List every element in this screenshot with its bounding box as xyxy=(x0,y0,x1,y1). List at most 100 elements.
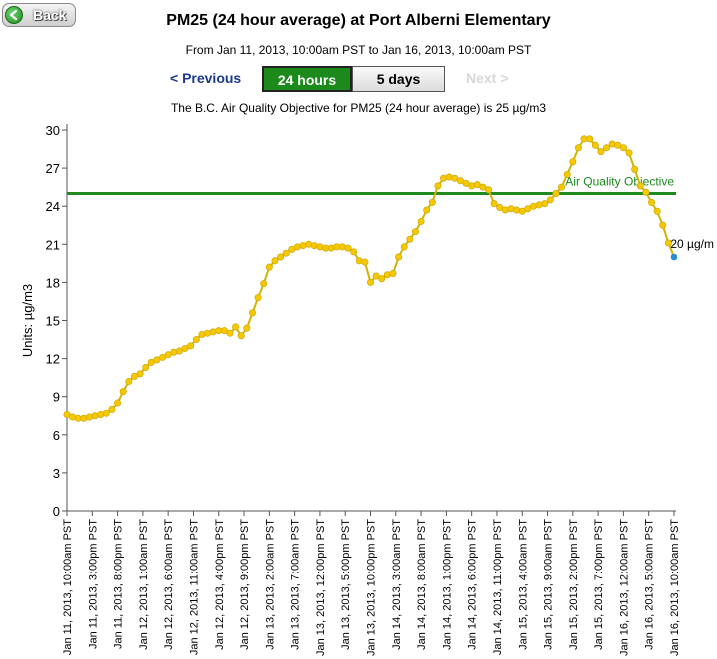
data-point xyxy=(164,351,172,359)
data-point xyxy=(108,405,116,413)
data-point xyxy=(529,202,537,210)
y-tick-label: 21 xyxy=(46,237,60,252)
x-tick-label: Jan 13, 2013, 5:00pm PST xyxy=(340,519,352,650)
data-point xyxy=(490,200,498,208)
y-tick-label: 30 xyxy=(46,123,60,138)
x-tick-label: Jan 14, 2013, 6:00pm PST xyxy=(467,519,479,650)
data-point xyxy=(574,144,582,152)
data-point xyxy=(97,410,105,418)
x-tick-label: Jan 14, 2013, 1:00pm PST xyxy=(441,519,453,650)
data-point xyxy=(468,182,476,190)
data-point xyxy=(85,413,93,421)
back-button[interactable]: Back xyxy=(2,3,76,27)
data-point xyxy=(220,327,228,335)
data-point xyxy=(659,221,667,229)
data-point xyxy=(114,399,122,407)
data-point xyxy=(428,198,436,206)
data-point xyxy=(535,201,543,209)
x-tick-label: Jan 12, 2013, 9:00pm PST xyxy=(239,519,251,650)
data-point xyxy=(496,203,504,211)
data-point xyxy=(648,198,656,206)
data-point xyxy=(395,253,403,261)
data-point xyxy=(260,280,268,288)
data-point xyxy=(192,336,200,344)
data-point xyxy=(563,170,571,178)
date-range: From Jan 11, 2013, 10:00am PST to Jan 16… xyxy=(185,43,532,57)
tab-24-hours[interactable]: 24 hours xyxy=(262,66,352,92)
x-tick-label: Jan 12, 2013, 1:00am PST xyxy=(138,519,150,650)
x-tick-label: Jan 13, 2013, 7:00am PST xyxy=(290,519,302,650)
x-tick-label: Jan 14, 2013, 11:00pm PST xyxy=(492,519,504,655)
last-data-point xyxy=(670,253,678,261)
data-point xyxy=(501,206,509,214)
x-tick-label: Jan 12, 2013, 11:00am PST xyxy=(188,519,200,655)
data-point xyxy=(445,173,453,181)
x-tick-label: Jan 13, 2013, 2:00am PST xyxy=(264,519,276,650)
data-point xyxy=(406,235,414,243)
y-tick-label: 24 xyxy=(46,199,60,214)
data-point xyxy=(299,242,307,250)
data-point xyxy=(136,370,144,378)
objective-label: Air Quality Objective xyxy=(565,175,674,189)
data-point xyxy=(569,158,577,166)
y-tick-label: 12 xyxy=(46,352,60,367)
data-point xyxy=(226,329,234,337)
data-point xyxy=(187,342,195,350)
x-tick-label: Jan 14, 2013, 8:00am PST xyxy=(416,519,428,650)
data-point xyxy=(518,207,526,215)
x-tick-label: Jan 11, 2013, 10:00am PST xyxy=(62,519,74,655)
data-point xyxy=(130,372,138,380)
objective-note: The B.C. Air Quality Objective for PM25 … xyxy=(170,101,547,115)
data-point xyxy=(642,188,650,196)
data-point xyxy=(597,148,605,156)
data-point xyxy=(310,242,318,250)
data-point xyxy=(355,257,363,265)
data-point xyxy=(434,182,442,190)
data-point xyxy=(524,205,532,213)
data-point xyxy=(664,239,672,247)
data-point xyxy=(344,244,352,252)
data-point xyxy=(636,182,644,190)
data-point xyxy=(485,186,493,194)
data-point xyxy=(423,206,431,214)
y-tick-label: 6 xyxy=(53,428,60,443)
data-point xyxy=(473,181,481,189)
data-point xyxy=(316,243,324,251)
data-point xyxy=(513,206,521,214)
data-point xyxy=(350,248,358,256)
x-tick-label: Jan 15, 2013, 4:00am PST xyxy=(517,519,529,650)
data-point xyxy=(125,377,133,385)
y-tick-label: 27 xyxy=(46,161,60,176)
data-point xyxy=(293,243,301,251)
data-point xyxy=(625,149,633,157)
previous-link[interactable]: < Previous xyxy=(170,70,242,86)
y-tick-label: 0 xyxy=(53,504,60,519)
x-tick-label: Jan 12, 2013, 6:00am PST xyxy=(163,519,175,650)
next-link-disabled: Next > xyxy=(466,70,509,86)
data-point xyxy=(479,183,487,191)
data-point xyxy=(209,328,217,336)
data-point xyxy=(80,414,88,422)
data-point xyxy=(102,409,110,417)
data-point xyxy=(181,344,189,352)
data-point xyxy=(417,217,425,225)
data-point xyxy=(198,330,206,338)
data-point xyxy=(254,294,262,302)
data-point xyxy=(277,253,285,261)
x-tick-label: Jan 13, 2013, 12:00pm PST xyxy=(315,519,327,656)
data-point xyxy=(366,278,374,286)
data-point xyxy=(372,272,380,280)
data-point xyxy=(456,177,464,185)
x-tick-label: Jan 16, 2013, 12:00am PST xyxy=(618,519,630,656)
data-point xyxy=(204,329,212,337)
tab-5-days[interactable]: 5 days xyxy=(352,66,445,92)
y-tick-label: 18 xyxy=(46,275,60,290)
data-point xyxy=(282,249,290,257)
x-tick-label: Jan 14, 2013, 3:00am PST xyxy=(391,519,403,650)
x-tick-label: Jan 11, 2013, 8:00pm PST xyxy=(113,519,125,649)
data-point xyxy=(631,165,639,173)
data-point xyxy=(462,179,470,187)
data-point xyxy=(451,174,459,182)
data-point xyxy=(63,410,71,418)
data-point xyxy=(541,200,549,208)
